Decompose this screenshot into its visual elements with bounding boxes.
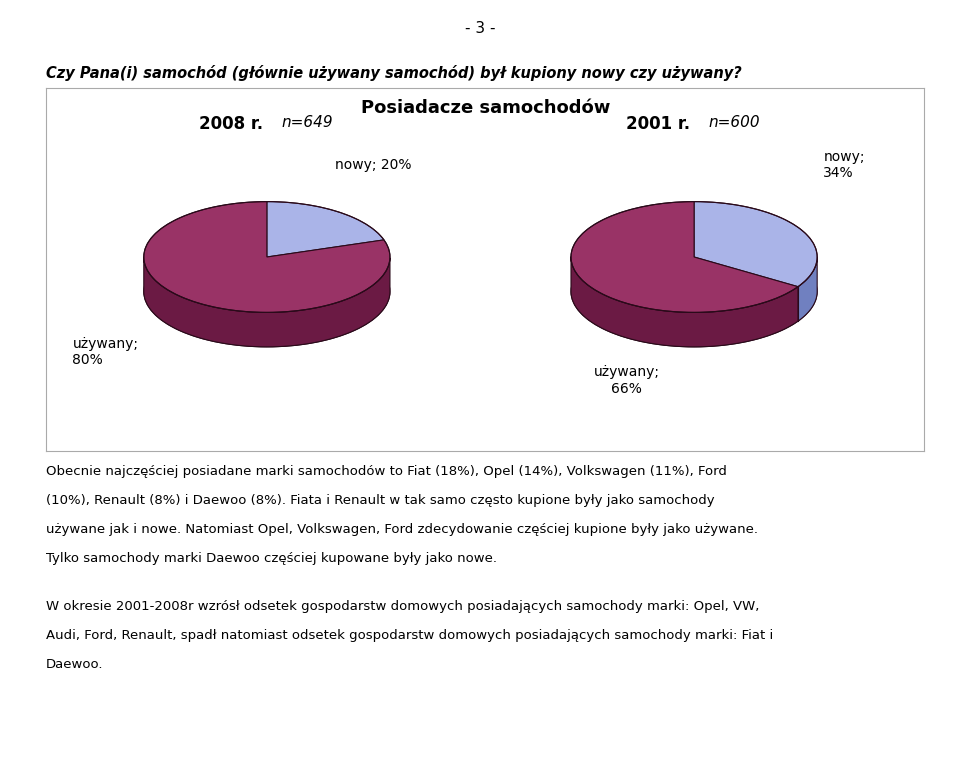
Text: (10%), Renault (8%) i Daewoo (8%). Fiata i Renault w tak samo często kupione był: (10%), Renault (8%) i Daewoo (8%). Fiata… — [46, 494, 714, 507]
Text: Czy Pana(i) samochód (głównie używany samochód) był kupiony nowy czy używany?: Czy Pana(i) samochód (głównie używany sa… — [46, 65, 742, 81]
Polygon shape — [571, 202, 798, 312]
Text: 2008 r.: 2008 r. — [199, 115, 263, 134]
Text: Obecnie najczęściej posiadane marki samochodów to Fiat (18%), Opel (14%), Volksw: Obecnie najczęściej posiadane marki samo… — [46, 465, 727, 478]
Polygon shape — [571, 257, 798, 347]
Text: Daewoo.: Daewoo. — [46, 658, 104, 671]
Text: używany;
66%: używany; 66% — [593, 365, 660, 396]
Text: n=649: n=649 — [281, 115, 333, 131]
Text: Tylko samochody marki Daewoo częściej kupowane były jako nowe.: Tylko samochody marki Daewoo częściej ku… — [46, 552, 497, 565]
Text: W okresie 2001-2008r wzrósł odsetek gospodarstw domowych posiadających samochody: W okresie 2001-2008r wzrósł odsetek gosp… — [46, 600, 759, 613]
Polygon shape — [798, 257, 817, 321]
Text: używany;
80%: używany; 80% — [72, 337, 138, 367]
Text: używane jak i nowe. Natomiast Opel, Volkswagen, Ford zdecydowanie częściej kupio: używane jak i nowe. Natomiast Opel, Volk… — [46, 523, 758, 536]
Text: Audi, Ford, Renault, spadł natomiast odsetek gospodarstw domowych posiadających : Audi, Ford, Renault, spadł natomiast ods… — [46, 629, 774, 642]
Text: n=600: n=600 — [708, 115, 760, 131]
Polygon shape — [267, 202, 384, 257]
Text: nowy; 20%: nowy; 20% — [335, 157, 411, 172]
Ellipse shape — [571, 236, 817, 347]
Polygon shape — [144, 202, 390, 312]
Text: Posiadacze samochodów: Posiadacze samochodów — [361, 99, 610, 117]
Text: - 3 -: - 3 - — [465, 21, 495, 37]
Ellipse shape — [144, 236, 390, 347]
Polygon shape — [694, 202, 817, 286]
Polygon shape — [144, 257, 390, 347]
Text: 2001 r.: 2001 r. — [626, 115, 690, 134]
Text: nowy;
34%: nowy; 34% — [824, 150, 865, 180]
